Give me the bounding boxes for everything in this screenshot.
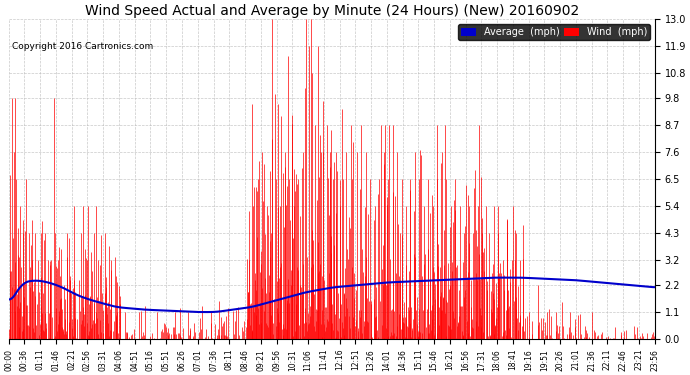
Legend: Average  (mph), Wind  (mph): Average (mph), Wind (mph)	[458, 24, 650, 40]
Title: Wind Speed Actual and Average by Minute (24 Hours) (New) 20160902: Wind Speed Actual and Average by Minute …	[85, 4, 579, 18]
Text: Copyright 2016 Cartronics.com: Copyright 2016 Cartronics.com	[12, 42, 153, 51]
